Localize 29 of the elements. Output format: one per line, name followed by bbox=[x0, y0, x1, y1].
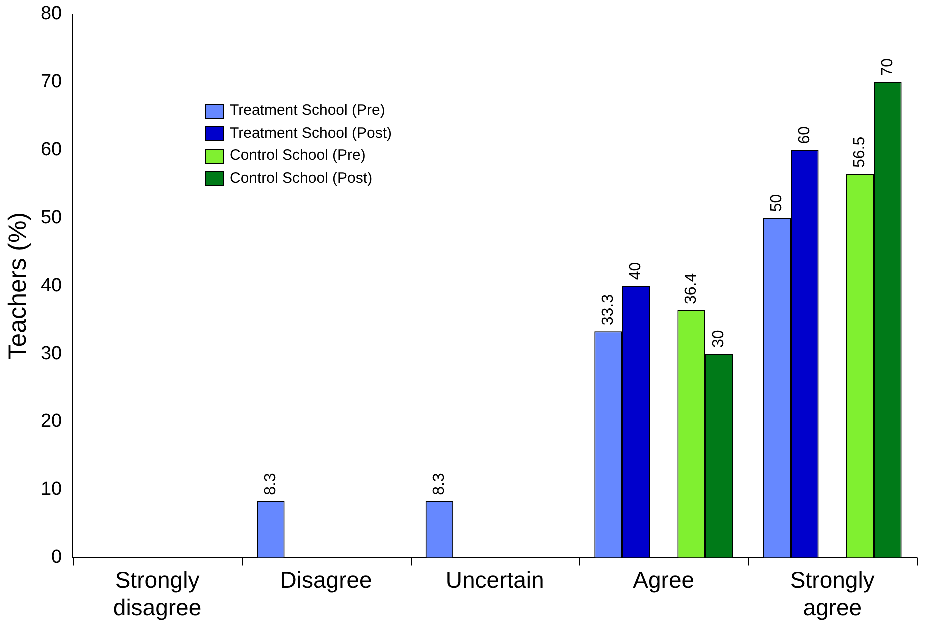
data-label: 8.3 bbox=[262, 473, 280, 496]
y-tick-label: 50 bbox=[40, 207, 62, 228]
data-label: 8.3 bbox=[431, 473, 448, 496]
y-tick-label: 0 bbox=[52, 547, 62, 568]
data-label: 60 bbox=[796, 126, 814, 144]
legend-label: Control School (Post) bbox=[230, 168, 373, 188]
y-axis-title: Teachers (%) bbox=[4, 212, 32, 360]
data-label: 50 bbox=[768, 194, 786, 212]
y-tick-label: 60 bbox=[40, 139, 62, 160]
x-tick-label: Strongly agree bbox=[790, 566, 876, 621]
data-label: 70 bbox=[879, 58, 896, 76]
x-tick-label: Disagree bbox=[280, 566, 372, 593]
x-tick-label: Agree bbox=[633, 566, 695, 593]
data-label: 30 bbox=[710, 330, 728, 348]
data-label: 40 bbox=[628, 262, 645, 280]
data-label: 36.4 bbox=[682, 273, 700, 305]
y-tick-label: 20 bbox=[40, 411, 62, 432]
data-label: 33.3 bbox=[600, 294, 617, 326]
legend-label: Control School (Pre) bbox=[230, 146, 366, 166]
x-tick-label: Strongly disagree bbox=[113, 566, 202, 621]
y-tick-label: 70 bbox=[40, 72, 62, 93]
y-tick-label: 40 bbox=[40, 275, 62, 296]
legend-label: Treatment School (Post) bbox=[230, 124, 392, 144]
y-tick-label: 10 bbox=[40, 479, 62, 500]
y-tick-label: 30 bbox=[40, 343, 62, 364]
x-tick-label: Uncertain bbox=[446, 566, 544, 593]
legend-label: Treatment School (Pre) bbox=[230, 101, 386, 121]
y-tick-label: 80 bbox=[40, 4, 62, 25]
data-label: 56.5 bbox=[852, 136, 869, 168]
